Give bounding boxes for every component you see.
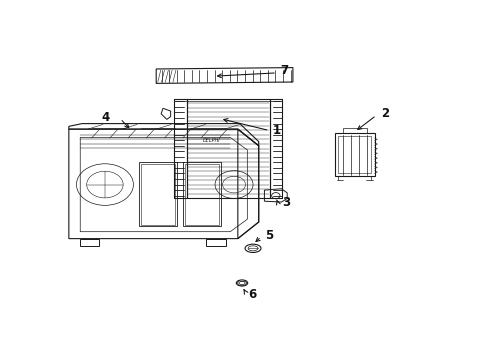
Text: DELPHI: DELPHI	[203, 138, 220, 143]
Text: 6: 6	[248, 288, 256, 301]
Bar	[183, 162, 221, 226]
Text: 3: 3	[282, 196, 291, 209]
Bar	[339, 136, 371, 174]
Bar	[343, 128, 367, 133]
Text: 4: 4	[101, 111, 109, 124]
Bar	[270, 99, 282, 198]
Bar	[139, 162, 177, 226]
Bar	[187, 99, 270, 198]
Bar	[174, 99, 187, 198]
Text: 5: 5	[265, 229, 273, 242]
Bar	[185, 164, 219, 225]
Bar	[141, 164, 175, 225]
Text: 7: 7	[280, 64, 288, 77]
Text: 2: 2	[381, 107, 389, 120]
Bar	[335, 133, 374, 176]
Text: 1: 1	[273, 124, 281, 137]
